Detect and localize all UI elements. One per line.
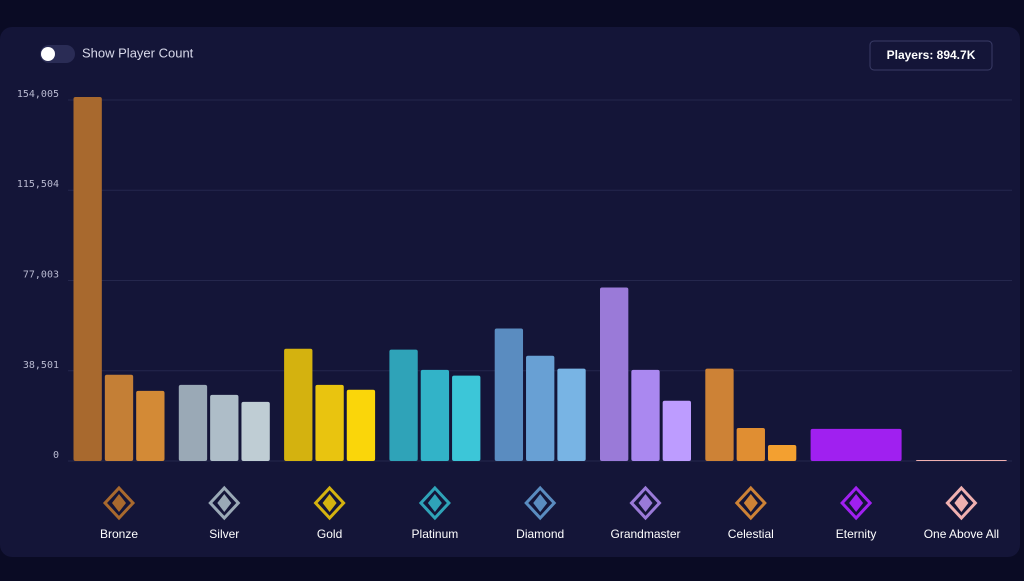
bar [389,349,418,461]
y-tick-label: 115,504 [17,179,59,190]
rank-icon-core [638,494,653,512]
bar [346,389,376,461]
rank-icon [418,485,451,521]
panel [0,27,1020,557]
bar [104,374,134,461]
rank-icon [102,485,136,521]
y-tick-label: 77,003 [23,269,59,280]
bar [736,427,765,461]
rank-icon [945,485,978,521]
bar [494,328,524,461]
rank-icon-core [849,494,864,512]
rank-icon [629,485,662,521]
bar [767,445,797,461]
rank-icon-core [322,494,337,512]
x-tick-label: Gold [317,527,342,541]
rank-icon-core [533,494,548,512]
toggle-knob [41,47,55,61]
rank-icon [208,485,241,521]
bar [915,460,1007,462]
y-tick-label: 154,005 [17,89,59,100]
bar [315,384,344,461]
y-tick-label: 38,501 [23,360,59,371]
rank-icon [840,485,873,521]
x-tick-label: Diamond [516,527,564,541]
bar [178,384,208,461]
x-tick-label: One Above All [924,527,999,541]
bar [452,375,481,461]
rank-icon-core [427,494,442,512]
x-tick-label: Bronze [100,527,138,541]
rank-icon-core [112,494,126,512]
bar [284,348,313,461]
bar [526,355,555,461]
x-tick-label: Platinum [412,527,459,541]
bar [557,368,586,461]
bar [810,428,902,461]
x-tick-label: Silver [209,527,239,541]
bar [600,287,629,461]
x-tick-label: Grandmaster [610,527,680,541]
rank-icon [313,485,346,521]
toggle-label: Show Player Count [82,45,194,60]
x-tick-label: Eternity [836,527,877,541]
rank-icon-core [954,494,969,512]
bar [420,369,450,461]
bar [705,368,734,461]
rank-icon [734,485,767,521]
bar [631,369,660,461]
players-badge-text: Players: 894.7K [887,48,976,62]
bar [73,96,102,461]
bar [241,401,270,461]
players-badge [869,40,993,71]
rank-icon-core [743,494,758,512]
rank-icon [524,485,557,521]
bar [662,400,691,461]
bar [210,394,239,461]
x-tick-label: Celestial [728,527,774,541]
rank-icon-core [217,494,232,512]
y-tick-label: 0 [53,450,59,461]
bar [136,390,165,461]
